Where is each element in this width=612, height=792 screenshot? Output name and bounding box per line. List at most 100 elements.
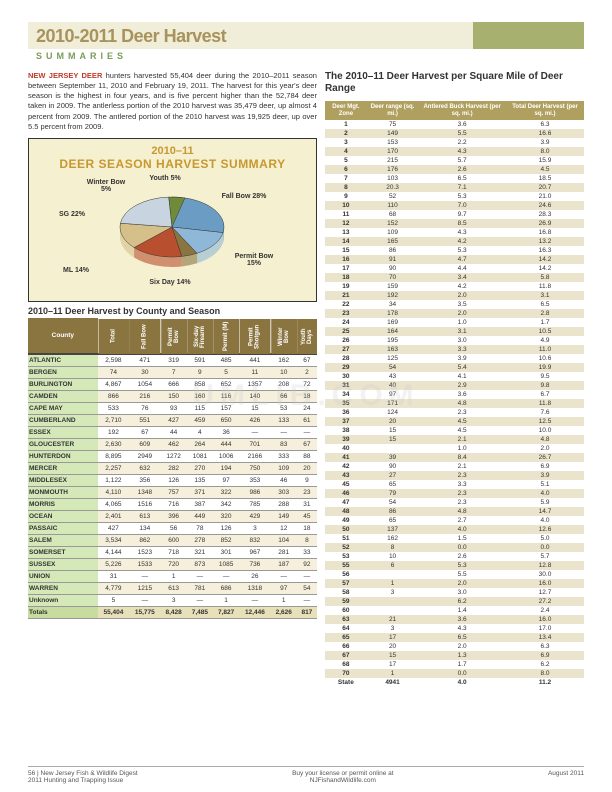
county-total-cell: 817 <box>297 606 317 618</box>
range-state-cell: State <box>325 678 367 687</box>
range-cell: 65 <box>367 480 418 489</box>
page-title: 2010-2011 Deer Harvest <box>36 26 576 47</box>
range-cell: 9.8 <box>506 381 584 390</box>
county-cell: 862 <box>129 534 160 546</box>
county-cell: 281 <box>271 546 297 558</box>
county-cell: Unknown <box>28 594 98 606</box>
range-cell: 55 <box>325 561 367 570</box>
county-cell: 23 <box>297 486 317 498</box>
range-cell: 47 <box>325 498 367 507</box>
county-cell: 600 <box>161 534 187 546</box>
county-cell: 76 <box>129 402 160 414</box>
county-cell: 264 <box>187 438 213 450</box>
range-cell: 137 <box>367 525 418 534</box>
intro-lead: NEW JERSEY DEER <box>28 71 102 80</box>
range-cell: 10 <box>325 201 367 210</box>
range-cell: 5.5 <box>418 570 506 579</box>
range-cell: 5.3 <box>418 246 506 255</box>
range-cell: 7.0 <box>418 201 506 210</box>
county-cell: 852 <box>213 534 239 546</box>
range-cell: 22 <box>325 300 367 309</box>
range-cell: 5.7 <box>506 552 584 561</box>
county-cell: HUNTERDON <box>28 450 98 462</box>
range-cell: 1.0 <box>418 444 506 453</box>
range-cell: 6.9 <box>506 651 584 660</box>
county-cell: 282 <box>161 462 187 474</box>
county-cell: — <box>129 570 160 582</box>
county-cell: 967 <box>239 546 270 558</box>
county-cell: ATLANTIC <box>28 354 98 367</box>
range-cell: 14.2 <box>506 255 584 264</box>
county-cell: BURLINGTON <box>28 378 98 390</box>
footer-right: August 2011 <box>548 770 584 784</box>
county-cell: 109 <box>271 462 297 474</box>
county-cell: 320 <box>213 510 239 522</box>
range-cell: 11.0 <box>506 345 584 354</box>
pie-slice-label: Youth 5% <box>145 175 185 183</box>
county-cell: 1516 <box>129 498 160 510</box>
county-cell: 270 <box>187 462 213 474</box>
range-cell: 8.0 <box>506 147 584 156</box>
range-cell: 21 <box>325 291 367 300</box>
range-cell: 5.3 <box>418 561 506 570</box>
county-cell: 321 <box>187 546 213 558</box>
range-cell: 171 <box>367 399 418 408</box>
county-cell: 24 <box>297 402 317 414</box>
pie-slice-label: Permit Bow 15% <box>230 253 278 268</box>
range-cell: 2.3 <box>418 471 506 480</box>
range-cell: 124 <box>367 408 418 417</box>
range-cell: 16.3 <box>506 246 584 255</box>
range-cell: 56 <box>325 570 367 579</box>
county-cell: 126 <box>213 522 239 534</box>
county-cell: 216 <box>129 390 160 402</box>
county-cell: 686 <box>213 582 239 594</box>
county-cell: 4 <box>187 426 213 438</box>
range-cell: 2 <box>325 129 367 138</box>
range-cell: 52 <box>367 192 418 201</box>
range-cell: 15 <box>367 426 418 435</box>
county-cell: 2949 <box>129 450 160 462</box>
range-cell: 48 <box>325 507 367 516</box>
range-cell: 103 <box>367 174 418 183</box>
county-cell: 1272 <box>161 450 187 462</box>
county-cell: 441 <box>239 354 270 367</box>
range-cell: 0.0 <box>506 543 584 552</box>
county-cell: BERGEN <box>28 366 98 378</box>
footer: 56 | New Jersey Fish & Wildlife Digest 2… <box>28 766 584 784</box>
county-cell: 208 <box>271 378 297 390</box>
range-cell: 24 <box>325 318 367 327</box>
range-cell: 3.9 <box>506 138 584 147</box>
range-cell: 45 <box>325 480 367 489</box>
county-cell: 785 <box>239 498 270 510</box>
range-cell: 60 <box>325 606 367 615</box>
county-total-cell: 7,827 <box>213 606 239 618</box>
county-cell: 54 <box>297 582 317 594</box>
range-cell: 149 <box>367 129 418 138</box>
county-cell: 2 <box>297 366 317 378</box>
county-cell: 444 <box>213 438 239 450</box>
range-cell: 52 <box>325 543 367 552</box>
county-cell: 1215 <box>129 582 160 594</box>
county-cell: 115 <box>187 402 213 414</box>
range-cell: 3.0 <box>418 588 506 597</box>
county-cell: 135 <box>187 474 213 486</box>
county-cell: 12 <box>271 522 297 534</box>
range-cell: 53 <box>325 552 367 561</box>
pie-chart: Fall Bow 28%Permit Bow 15%Youth 5%Winter… <box>35 175 310 295</box>
county-cell: — <box>239 594 270 606</box>
range-cell: 28.3 <box>506 210 584 219</box>
range-cell: 8 <box>325 183 367 192</box>
county-cell: GLOUCESTER <box>28 438 98 450</box>
county-cell: 26 <box>239 570 270 582</box>
range-cell: 8.5 <box>418 219 506 228</box>
county-col-header: Youth Days <box>297 318 317 354</box>
county-cell: 716 <box>161 498 187 510</box>
county-cell: 750 <box>239 462 270 474</box>
range-cell: 70 <box>367 273 418 282</box>
range-cell: 192 <box>367 291 418 300</box>
county-cell: 1054 <box>129 378 160 390</box>
county-cell: 160 <box>187 390 213 402</box>
range-cell: 11.8 <box>506 399 584 408</box>
range-cell: 7.1 <box>418 183 506 192</box>
range-cell: 4.5 <box>418 417 506 426</box>
